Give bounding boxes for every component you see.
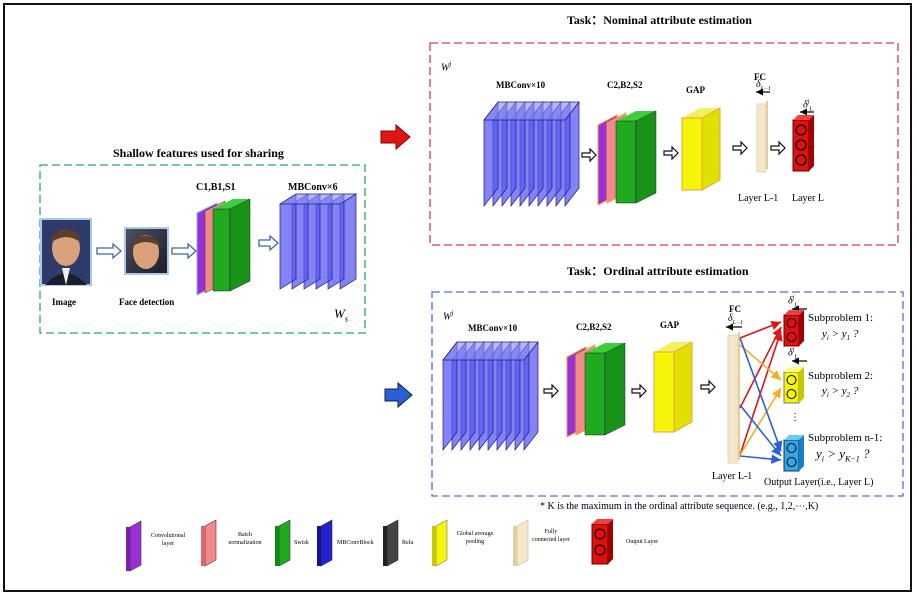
fc-layer-ordinal [727, 332, 740, 464]
subproblem-2-title: Subproblem 2: [808, 370, 874, 382]
nominal-layer-out-label: Layer L [792, 193, 824, 204]
fc-icon [513, 519, 529, 567]
ordinal-delta-prev: δL−1 [728, 313, 744, 326]
output-layer-icon [591, 519, 613, 565]
nominal-title: Task：Nominal attribute estimation [567, 13, 752, 27]
subproblem-1-title: Subproblem 1: [808, 312, 874, 324]
legend-label-fc: Fully connected layer [532, 529, 570, 543]
fc-to-output-connections [739, 321, 783, 464]
mbconv-top-face [483, 101, 580, 121]
subproblem-1-expr: yi > y1 ? [822, 328, 859, 343]
image-label: Image [52, 297, 76, 307]
ordinal-gap-label: GAP [660, 320, 679, 330]
swish-icon [275, 519, 291, 567]
nominal-delta-out: δjL [803, 99, 813, 113]
gap-icon [432, 519, 448, 567]
ordinal-panel [431, 291, 904, 497]
legend-label-conv: Convolutional layer [150, 533, 186, 547]
gap-block-nominal [681, 107, 721, 191]
shared-weight-label: Ws [334, 306, 348, 324]
mbconv6-stack [278, 193, 358, 290]
conv-layer-icon [126, 520, 142, 572]
ordinal-fc-label: FC [729, 304, 741, 314]
subproblem-n1-title: Subproblem n-1: [808, 432, 883, 444]
face-detection-photo [124, 227, 169, 275]
output-unit-blue [783, 435, 804, 472]
c2-b2-s2-block-nominal [597, 110, 657, 206]
nominal-delta-prev: δL−1 [756, 79, 772, 92]
nominal-gap-label: GAP [686, 85, 705, 95]
ordinal-weight-label: Wj [443, 309, 454, 323]
mbconv10-stack-nominal [483, 100, 580, 208]
batch-norm-icon [201, 519, 217, 567]
ordinal-delta-out-1: δjL [788, 295, 798, 309]
mbconv10-stack-ordinal [442, 340, 539, 452]
nominal-conv-label: C2,B2,S2 [607, 80, 643, 90]
relu-icon [383, 519, 399, 567]
shared-flow-arrows [96, 234, 279, 260]
subproblem-n1-expr: yi > yK−1 ? [816, 446, 870, 464]
legend-label-swish: Swish [294, 540, 309, 546]
subproblem-ellipsis: ⋮ [790, 412, 800, 423]
mbconv-top-face [442, 341, 539, 361]
nominal-panel [429, 42, 899, 246]
ordinal-layer-prev-label: Layer L-1 [712, 471, 753, 482]
ordinal-layer-out-label: Output Layer(i.e., Layer L) [764, 477, 874, 488]
nominal-mbconv-label: MBConv×10 [496, 80, 546, 90]
mbconv-top-face [278, 193, 358, 205]
shared-title: Shallow features used for sharing [113, 146, 284, 160]
c1-b1-s1-block [196, 198, 251, 296]
legend-label-output: Output Layer [626, 539, 659, 545]
mbconv-slice [279, 193, 297, 290]
ordinal-mbconv-label: MBConv×10 [468, 323, 518, 333]
subproblem-2-expr: yi > y2 ? [822, 385, 859, 400]
nominal-flow-arrows [581, 140, 786, 163]
outer-frame [3, 3, 912, 592]
nominal-layer-prev-label: Layer L-1 [738, 193, 779, 204]
legend-label-mbconv: MBConvBlock [337, 540, 374, 546]
output-unit-red [783, 310, 804, 347]
legend-label-relu: Relu [402, 540, 414, 546]
red-task-arrow [380, 123, 411, 151]
shared-mbconv-label: MBConv×6 [288, 182, 338, 193]
shared-conv-label: C1,B1,S1 [196, 182, 236, 193]
c2-b2-s2-block-ordinal [566, 342, 626, 438]
mbconv-block-icon [317, 519, 333, 567]
footnote: * K is the maximum in the ordinal attrib… [540, 501, 819, 512]
nominal-fc-label: FC [754, 72, 766, 82]
face-detection-label: Face detection [119, 297, 175, 307]
output-layer-nominal [792, 115, 814, 172]
ordinal-conv-label: C2,B2,S2 [576, 322, 612, 332]
output-unit-yellow [783, 367, 804, 404]
legend-icons [126, 519, 613, 572]
ordinal-title: Task：Ordinal attribute estimation [567, 264, 749, 278]
gap-block-ordinal [653, 341, 693, 433]
ordinal-flow-arrows [543, 379, 716, 399]
input-image-photo [40, 218, 92, 286]
ordinal-delta-out-2: δjL [788, 347, 798, 361]
legend-label-gap: Global average pooling [456, 531, 494, 545]
fc-layer-nominal [756, 101, 768, 173]
nominal-weight-label: Wj [441, 60, 452, 74]
legend-label-batch-norm: Batch normalization [228, 532, 262, 546]
blue-task-arrow [384, 381, 413, 409]
